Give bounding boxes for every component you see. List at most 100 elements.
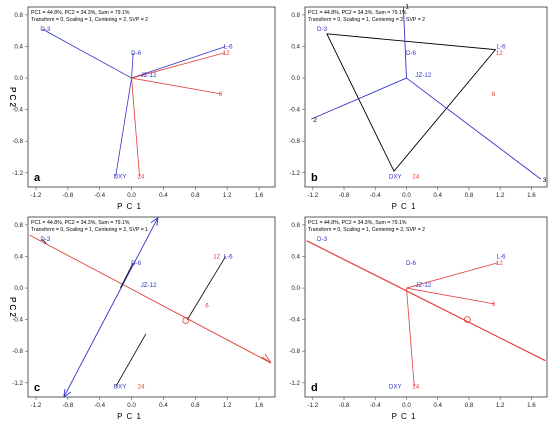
genotype-label: D-3 — [317, 236, 328, 243]
x-tick-label: 1.2 — [223, 402, 232, 409]
red-axis-line — [30, 235, 271, 363]
y-tick-label: -1.2 — [12, 170, 23, 177]
y-tick-label: -0.8 — [12, 348, 23, 355]
x-tick-label: -0.8 — [339, 192, 350, 199]
x-tick-label: -1.2 — [307, 192, 318, 199]
x-tick-label: -0.4 — [370, 192, 381, 199]
genotype-label: D-6 — [406, 260, 417, 267]
x-tick-label: -0.4 — [370, 402, 381, 409]
environment-label: 12 — [496, 50, 503, 57]
x-tick-label: 0.0 — [402, 402, 411, 409]
x-axis-title: P C 1 — [392, 202, 417, 211]
genotype-label: JZ-12 — [415, 282, 431, 289]
x-tick-label: -1.2 — [31, 402, 42, 409]
y-tick-label: -1.2 — [289, 380, 300, 387]
panel-b: PC1 = 44.8%, PC2 = 34.3%, Sum = 79.1%Tra… — [8, 3, 547, 211]
red-vector — [406, 288, 493, 304]
x-tick-label: -0.8 — [63, 192, 74, 199]
y-tick-label: 0.4 — [291, 253, 300, 260]
genotype-label: JZ-12 — [141, 282, 157, 289]
genotype-label: JZ-12 — [141, 72, 157, 79]
environment-label: 12 — [496, 260, 503, 267]
genotype-label: DXY — [389, 384, 402, 391]
genotype-label: DXY — [389, 174, 402, 181]
x-tick-label: -1.2 — [31, 192, 42, 199]
perpendicular-label: 3 — [543, 177, 547, 184]
x-tick-label: 0.0 — [127, 402, 136, 409]
x-tick-label: 1.6 — [527, 402, 536, 409]
x-tick-label: -0.4 — [94, 192, 105, 199]
y-tick-label: 0.0 — [14, 285, 23, 292]
genotype-label: JZ-12 — [415, 72, 431, 79]
plot-frame — [305, 217, 547, 397]
x-tick-label: 1.2 — [223, 192, 232, 199]
projection-line — [116, 334, 146, 387]
environment-label: 6 — [219, 91, 223, 98]
plot-header-line: PC1 = 44.8%, PC2 = 34.3%, Sum = 79.1% — [308, 10, 407, 16]
environment-label: 24 — [412, 174, 419, 181]
panel-c: PC1 = 44.8%, PC2 = 34.3%, Sum = 79.1%Tra… — [8, 217, 275, 421]
panel-label: a — [34, 172, 41, 184]
y-tick-label: 0.0 — [14, 75, 23, 82]
x-tick-label: 0.4 — [159, 192, 168, 199]
x-tick-label: 1.2 — [496, 402, 505, 409]
genotype-label: D-3 — [40, 26, 51, 33]
x-axis-title: P C 1 — [392, 412, 417, 421]
plot-frame — [305, 7, 547, 187]
x-tick-label: 0.8 — [191, 192, 200, 199]
blue-axis-line — [64, 218, 158, 397]
y-tick-label: -0.4 — [289, 107, 300, 114]
panel-label: b — [311, 172, 318, 184]
y-tick-label: -0.4 — [12, 317, 23, 324]
x-tick-label: 1.6 — [527, 192, 536, 199]
y-tick-label: 0.8 — [291, 12, 300, 19]
y-tick-label: 0.4 — [14, 43, 23, 50]
y-tick-label: 0.8 — [14, 12, 23, 19]
blue-vector — [42, 29, 131, 78]
environment-label: 6 — [492, 301, 496, 308]
x-tick-label: 0.0 — [127, 192, 136, 199]
x-axis-title: P C 1 — [117, 412, 142, 421]
y-tick-label: -0.8 — [289, 138, 300, 145]
y-tick-label: -0.4 — [289, 317, 300, 324]
plot-frame — [28, 217, 275, 397]
environment-label: 24 — [138, 384, 145, 391]
plot-header-line: Transform = 0, Scaling = 1, Centering = … — [308, 227, 425, 233]
environment-label: 24 — [138, 174, 145, 181]
x-axis-title: P C 1 — [117, 202, 142, 211]
y-tick-label: 0.4 — [291, 43, 300, 50]
red-vector — [132, 78, 221, 94]
panel-label: d — [311, 382, 318, 394]
plot-header-line: Transform = 0, Scaling = 1, Centering = … — [308, 17, 425, 23]
environment-label: 24 — [412, 384, 419, 391]
y-tick-label: -1.2 — [12, 380, 23, 387]
plot-header-line: PC1 = 44.8%, PC2 = 34.3%, Sum = 79.1% — [31, 220, 130, 226]
panel-label: c — [34, 382, 40, 394]
red-axis-line — [307, 241, 546, 361]
red-vector — [132, 78, 140, 177]
perpendicular-line — [311, 78, 406, 119]
environment-label: 6 — [492, 91, 496, 98]
environment-label: 12 — [223, 50, 230, 57]
plot-header-line: Transform = 0, Scaling = 1, Centering = … — [31, 227, 148, 233]
y-tick-label: 0.8 — [291, 222, 300, 229]
environment-label: 6 — [205, 302, 209, 309]
y-axis-title: P C 2 — [8, 297, 17, 317]
x-tick-label: -0.8 — [339, 402, 350, 409]
plot-area — [30, 218, 271, 397]
plot-header-line: PC1 = 44.8%, PC2 = 34.3%, Sum = 79.1% — [31, 10, 130, 16]
x-tick-label: 1.6 — [255, 192, 264, 199]
y-tick-label: 0.8 — [14, 222, 23, 229]
x-tick-label: 0.4 — [433, 402, 442, 409]
x-tick-label: 0.4 — [433, 192, 442, 199]
genotype-label: D-6 — [131, 50, 142, 57]
y-tick-label: 0.0 — [291, 75, 300, 82]
environment-label: 12 — [213, 253, 220, 260]
genotype-label: DXY — [114, 384, 127, 391]
y-tick-label: -0.4 — [12, 107, 23, 114]
genotype-label: L-6 — [224, 253, 234, 260]
red-vector — [406, 288, 414, 387]
y-tick-label: 0.4 — [14, 253, 23, 260]
genotype-label: DXY — [114, 174, 127, 181]
plot-header-line: Transform = 0, Scaling = 1, Centering = … — [31, 17, 148, 23]
